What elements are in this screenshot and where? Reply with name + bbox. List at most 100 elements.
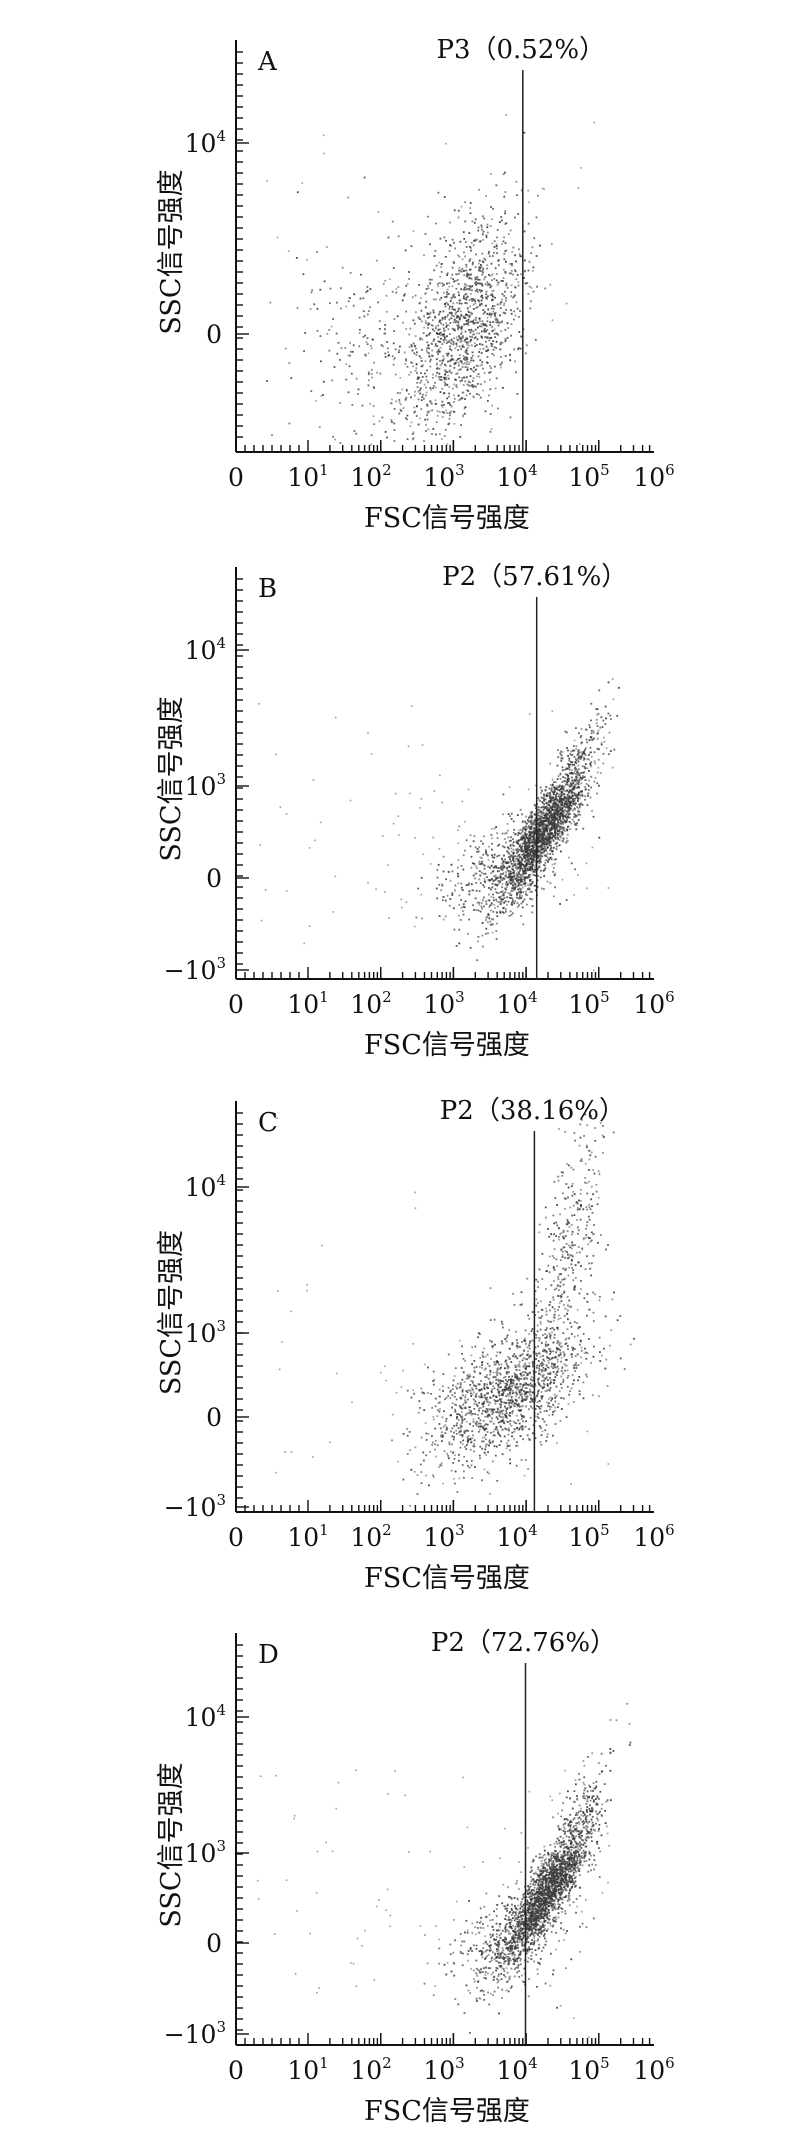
data-point [537,830,539,833]
data-point [505,284,508,287]
data-point [471,1363,473,1365]
data-point [541,887,543,890]
data-point [469,305,472,308]
data-point [527,858,529,860]
data-point [531,859,534,862]
data-point [408,345,411,348]
data-point [504,312,507,315]
data-point [493,856,496,859]
data-point [424,1422,427,1425]
data-point [537,860,540,862]
data-point [510,1396,513,1398]
data-point [504,338,507,341]
data-point [543,868,546,871]
data-point [529,811,532,814]
data-point [421,917,423,920]
data-point [518,891,521,894]
data-point [460,314,463,317]
data-point [554,826,556,828]
data-point [594,762,596,765]
data-point [492,307,495,310]
data-point [501,341,504,344]
data-point [456,273,459,276]
data-point [408,1431,411,1433]
data-point [486,336,489,338]
data-point [491,352,494,355]
data-point [424,360,427,363]
data-point [561,1345,563,1348]
data-point [400,898,403,901]
data-point [537,814,540,817]
data-point [424,306,427,309]
data-point [456,314,459,317]
data-point [457,310,459,313]
data-point [444,915,447,918]
data-point [474,266,477,268]
data-point [420,372,422,374]
data-point [470,1387,473,1389]
data-point [588,724,591,726]
data-point [440,296,443,299]
data-point [366,290,369,292]
data-point [348,365,351,368]
data-point [444,303,446,305]
data-point [452,1384,454,1387]
data-point [467,323,470,326]
data-point [528,887,531,890]
data-point [542,864,545,866]
data-point [574,816,577,819]
data-point [504,340,507,343]
data-point [476,393,478,395]
data-point [552,824,554,826]
data-point [491,1413,493,1416]
data-point [454,296,457,299]
data-point [462,414,465,416]
data-point [521,1398,524,1400]
data-point [457,307,460,310]
data-point [525,829,527,832]
data-point [557,1402,560,1405]
data-point [409,425,412,428]
data-point [531,825,533,827]
data-point [555,785,558,788]
data-point [462,231,465,233]
data-point [514,878,517,880]
data-point [455,945,458,947]
data-point [483,896,485,899]
data-point [572,791,574,794]
data-point [528,713,531,715]
data-point [458,357,461,360]
data-point [586,758,589,761]
data-point [437,863,440,866]
data-point [452,342,455,345]
data-point [569,763,571,766]
data-point [591,729,593,732]
data-point [424,292,427,295]
data-point [486,284,489,287]
data-point [560,760,563,762]
data-point [431,409,433,412]
data-point [469,245,471,248]
data-point [505,1412,508,1415]
data-point [448,370,451,373]
data-point [449,300,452,302]
data-point [441,1435,444,1438]
data-point [511,843,514,846]
data-point [480,871,483,874]
data-point [577,760,580,763]
data-point [530,826,533,829]
data-point [574,802,577,805]
data-point [540,1397,543,1399]
data-point [513,310,515,313]
data-point [526,851,529,854]
data-point [499,303,502,306]
data-point [484,323,486,326]
data-point [488,879,491,882]
data-point [544,853,547,856]
data-point [452,295,455,298]
data-point [501,873,504,875]
data-point [485,852,488,854]
data-point [414,369,417,372]
data-point [420,365,423,368]
data-point [554,838,557,840]
